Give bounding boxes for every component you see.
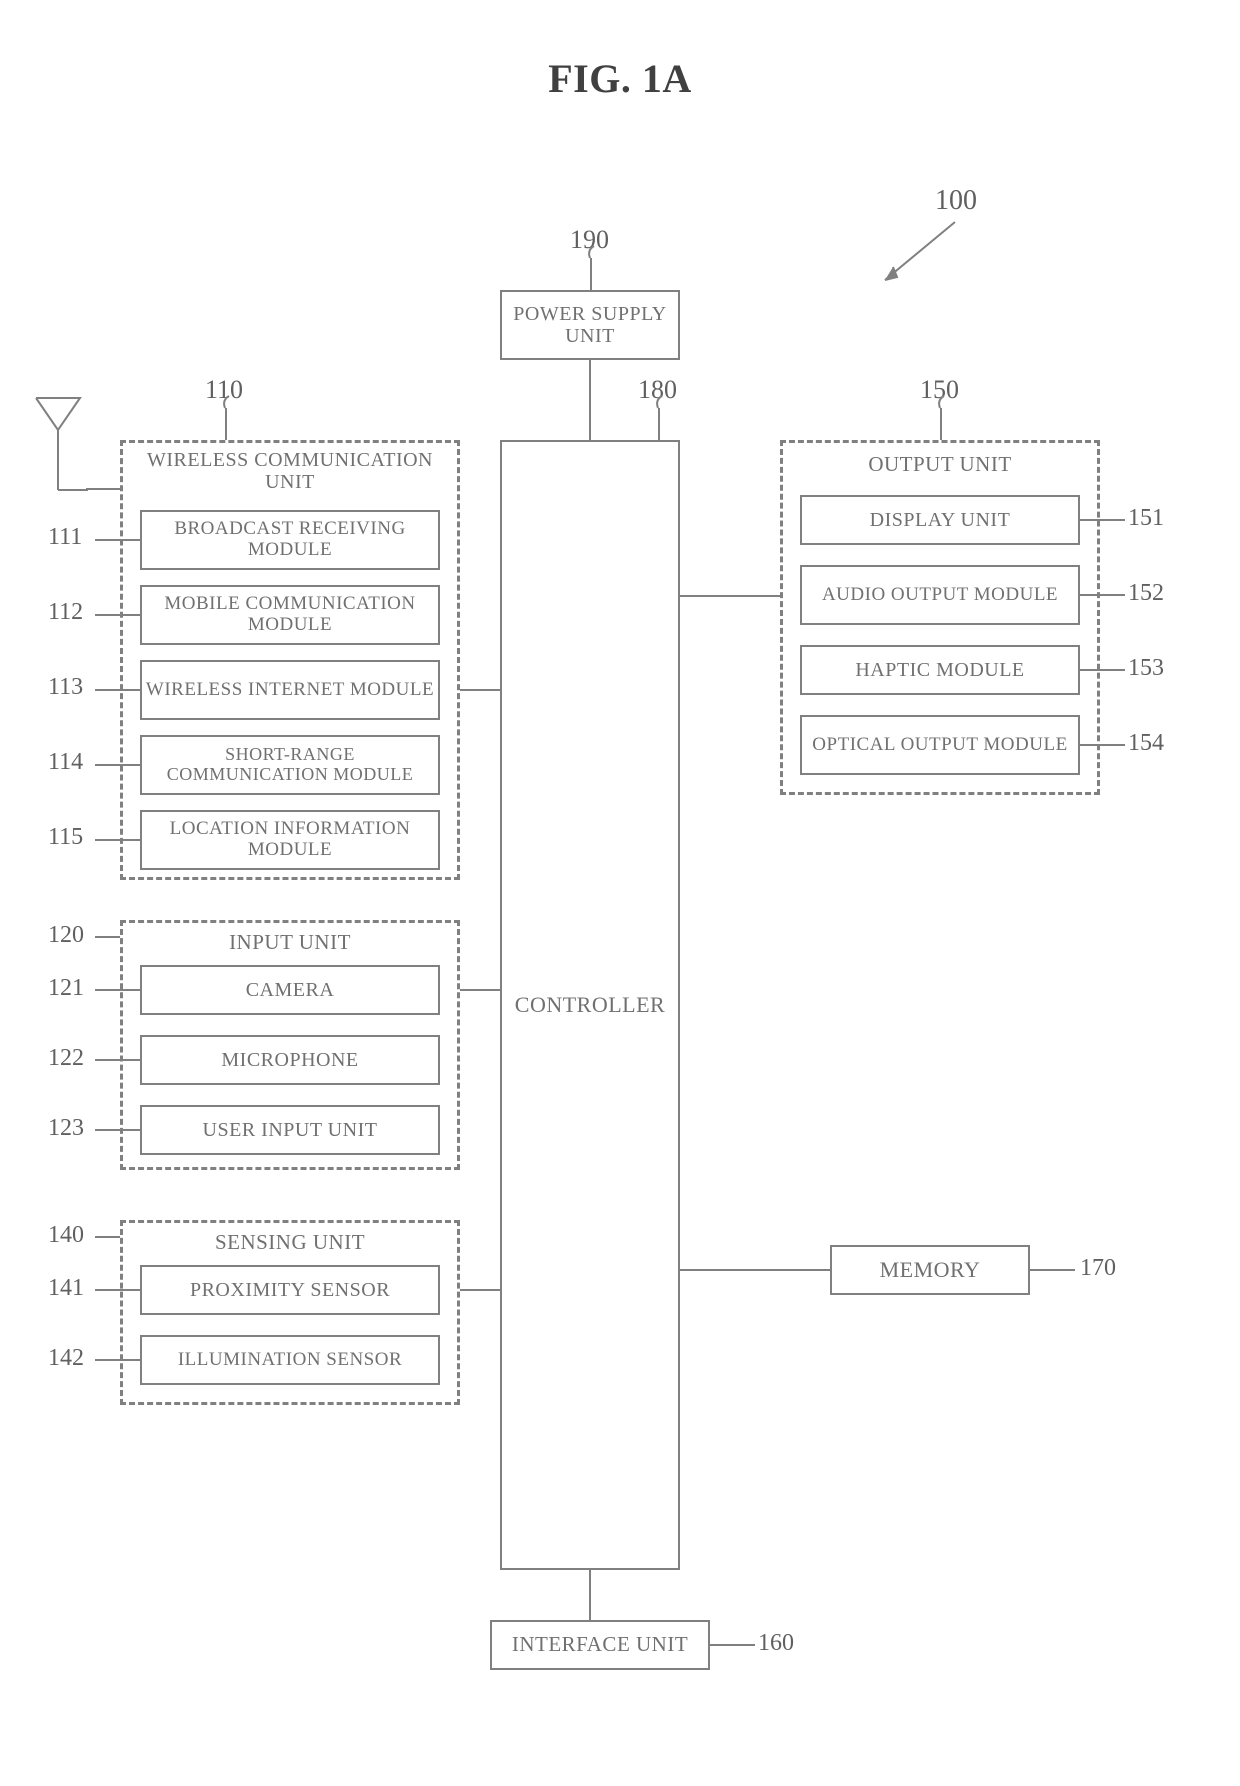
leader-broadcast <box>95 539 140 541</box>
label-broadcast: BROADCAST RECEIVING MODULE <box>142 519 438 561</box>
conn-antenna <box>86 488 120 490</box>
ref-mic: 122 <box>48 1045 84 1072</box>
box-location: LOCATION INFORMATION MODULE <box>140 810 440 870</box>
ref-display: 151 <box>1128 505 1164 532</box>
ref-location: 115 <box>48 824 83 851</box>
box-memory: MEMORY <box>830 1245 1030 1295</box>
leader-input <box>95 936 120 938</box>
leader-haptic <box>1080 669 1125 671</box>
label-haptic: HAPTIC MODULE <box>855 659 1024 681</box>
box-controller: CONTROLLER <box>500 440 680 1570</box>
box-haptic: HAPTIC MODULE <box>800 645 1080 695</box>
ref-broadcast: 111 <box>48 524 82 551</box>
ref-memory: 170 <box>1080 1255 1116 1282</box>
box-broadcast: BROADCAST RECEIVING MODULE <box>140 510 440 570</box>
box-short: SHORT-RANGE COMMUNICATION MODULE <box>140 735 440 795</box>
leader-internet <box>95 689 140 691</box>
label-optical: OPTICAL OUTPUT MODULE <box>812 735 1067 756</box>
label-mobile: MOBILE COMMUNICATION MODULE <box>142 594 438 636</box>
leader-memory <box>1030 1269 1075 1271</box>
ref-internet: 113 <box>48 674 83 701</box>
box-mobile: MOBILE COMMUNICATION MODULE <box>140 585 440 645</box>
leader-illum <box>95 1359 140 1361</box>
title-output: OUTPUT UNIT <box>783 453 1097 476</box>
box-mic: MICROPHONE <box>140 1035 440 1085</box>
label-memory: MEMORY <box>880 1258 981 1282</box>
ref-short: 114 <box>48 749 83 776</box>
conn-sensing-controller <box>460 1289 500 1291</box>
ref-audio: 152 <box>1128 580 1164 607</box>
box-internet: WIRELESS INTERNET MODULE <box>140 660 440 720</box>
leader-short <box>95 764 140 766</box>
leader-mobile <box>95 614 140 616</box>
box-interface: INTERFACE UNIT <box>490 1620 710 1670</box>
ref-overall: 100 <box>935 185 977 217</box>
figure-title: FIG. 1A <box>0 55 1240 102</box>
leader-optical <box>1080 744 1125 746</box>
leader-display <box>1080 519 1125 521</box>
title-sensing: SENSING UNIT <box>123 1231 457 1254</box>
ref-haptic: 153 <box>1128 655 1164 682</box>
leader-output-ref <box>940 408 942 440</box>
box-user: USER INPUT UNIT <box>140 1105 440 1155</box>
leader-camera <box>95 989 140 991</box>
conn-controller-memory <box>680 1269 830 1271</box>
leader-sensing <box>95 1236 120 1238</box>
conn-wireless-controller <box>460 689 500 691</box>
ref-sensing: 140 <box>48 1222 84 1249</box>
leader-location <box>95 839 140 841</box>
conn-power-controller <box>589 360 591 440</box>
title-wireless: WIRELESS COMMUNICATION UNIT <box>123 449 457 493</box>
box-display: DISPLAY UNIT <box>800 495 1080 545</box>
leader-power-ref <box>590 258 592 290</box>
ref-camera: 121 <box>48 975 84 1002</box>
label-prox: PROXIMITY SENSOR <box>190 1279 390 1301</box>
ref-controller: 180 <box>638 375 677 405</box>
label-power: POWER SUPPLY UNIT <box>502 303 678 347</box>
label-illum: ILLUMINATION SENSOR <box>178 1350 402 1371</box>
label-mic: MICROPHONE <box>221 1049 358 1071</box>
ref-output: 150 <box>920 375 959 405</box>
leader-mic <box>95 1059 140 1061</box>
leader-user <box>95 1129 140 1131</box>
conn-controller-interface <box>589 1570 591 1620</box>
ref-wireless: 110 <box>205 375 243 405</box>
conn-controller-output <box>680 595 780 597</box>
label-location: LOCATION INFORMATION MODULE <box>142 819 438 861</box>
ref-input: 120 <box>48 922 84 949</box>
label-internet: WIRELESS INTERNET MODULE <box>146 680 434 701</box>
leader-interface <box>710 1644 755 1646</box>
ref-illum: 142 <box>48 1345 84 1372</box>
box-camera: CAMERA <box>140 965 440 1015</box>
box-prox: PROXIMITY SENSOR <box>140 1265 440 1315</box>
label-interface: INTERFACE UNIT <box>512 1633 688 1656</box>
ref-mobile: 112 <box>48 599 83 626</box>
leader-wireless-ref <box>225 408 227 440</box>
conn-input-controller <box>460 989 500 991</box>
leader-prox <box>95 1289 140 1291</box>
ref-user: 123 <box>48 1115 84 1142</box>
ref-optical: 154 <box>1128 730 1164 757</box>
label-user: USER INPUT UNIT <box>203 1119 378 1141</box>
leader-controller-ref <box>658 408 660 440</box>
box-power: POWER SUPPLY UNIT <box>500 290 680 360</box>
label-audio: AUDIO OUTPUT MODULE <box>822 585 1058 606</box>
label-controller: CONTROLLER <box>515 993 665 1017</box>
label-camera: CAMERA <box>246 979 335 1001</box>
ref-prox: 141 <box>48 1275 84 1302</box>
label-display: DISPLAY UNIT <box>870 509 1011 531</box>
title-input: INPUT UNIT <box>123 931 457 954</box>
antenna-icon <box>28 390 88 510</box>
label-short: SHORT-RANGE COMMUNICATION MODULE <box>142 745 438 785</box>
box-optical: OPTICAL OUTPUT MODULE <box>800 715 1080 775</box>
box-audio: AUDIO OUTPUT MODULE <box>800 565 1080 625</box>
leader-audio <box>1080 594 1125 596</box>
box-illum: ILLUMINATION SENSOR <box>140 1335 440 1385</box>
ref-interface: 160 <box>758 1630 794 1657</box>
ref-power: 190 <box>570 225 609 255</box>
